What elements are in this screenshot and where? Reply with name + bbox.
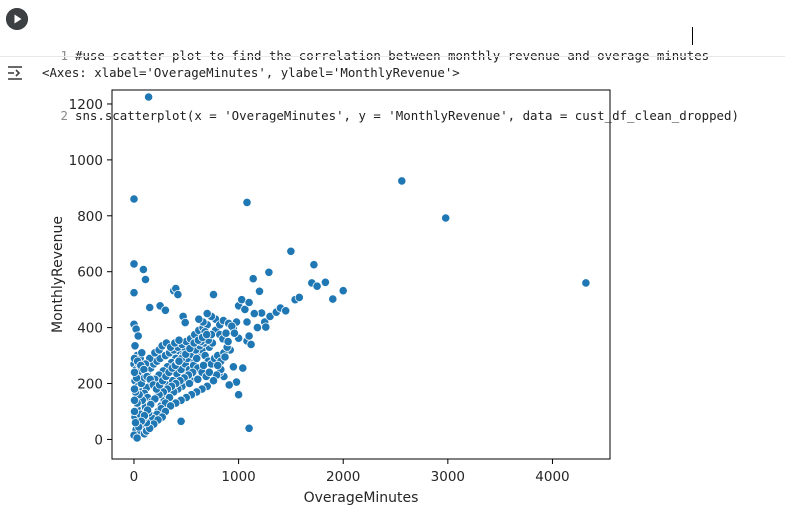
code-line-2: 2 sns.scatterplot(x = 'OverageMinutes', … — [40, 106, 780, 126]
scatter-point — [184, 378, 194, 389]
scatter-point — [254, 286, 265, 296]
scatter-point — [192, 353, 202, 363]
scatter-point — [166, 401, 176, 411]
scatter-point — [129, 288, 139, 298]
x-tick-label: 0 — [130, 469, 139, 485]
scatter-point — [145, 302, 155, 313]
scatter-point — [198, 360, 209, 370]
scatter-point — [208, 290, 219, 300]
scatter-point — [129, 367, 140, 377]
output-repr: <Axes: xlabel='OverageMinutes', ylabel='… — [42, 65, 460, 80]
scatter-point — [129, 395, 140, 405]
scatter-point — [208, 376, 219, 386]
output-toggle-button[interactable] — [6, 64, 26, 82]
scatter-point — [174, 356, 184, 366]
scatter-point — [261, 322, 271, 332]
x-tick-label: 2000 — [326, 469, 360, 485]
y-tick-label: 800 — [77, 209, 103, 225]
scatter-point — [249, 309, 259, 319]
scatter-point — [244, 297, 254, 308]
scatter-point — [130, 341, 140, 351]
scatter-point — [129, 406, 140, 417]
scatter-point — [129, 259, 139, 269]
scatter-point — [281, 306, 291, 316]
scatter-point — [234, 390, 244, 400]
scatter-point — [248, 274, 258, 284]
scatter-point — [265, 311, 275, 321]
scatter-point — [397, 176, 407, 186]
scatter-point — [129, 194, 139, 204]
scatter-point — [223, 337, 233, 347]
scatter-point — [244, 331, 254, 341]
scatter-point — [312, 281, 322, 291]
scatter-point — [264, 267, 274, 277]
scatter-point — [129, 384, 140, 394]
scatter-point — [228, 362, 238, 372]
line-number: 2 — [60, 108, 68, 123]
x-tick-label: 3000 — [431, 469, 465, 485]
scatter-point — [180, 318, 190, 328]
line-number: 1 — [40, 46, 68, 66]
scatter-point — [144, 92, 154, 102]
scatter-point — [238, 363, 248, 373]
run-cell-button[interactable] — [6, 8, 28, 30]
scatter-point — [221, 328, 231, 338]
scatter-point — [240, 304, 250, 314]
play-circle-icon — [6, 8, 28, 30]
y-axis-label: MonthlyRevenue — [50, 216, 66, 333]
scatter-point — [220, 352, 230, 362]
scatter-point — [132, 433, 142, 443]
y-tick-label: 1200 — [69, 97, 103, 113]
scatter-point — [173, 290, 183, 300]
scatter-point — [204, 367, 214, 377]
x-axis-label: OverageMinutes — [304, 490, 419, 506]
axes-frame — [111, 89, 611, 460]
scatter-point — [140, 274, 151, 285]
scatter-point — [242, 197, 252, 208]
code-comment: #use scatter plot to find the correlatio… — [75, 48, 710, 63]
scatter-point — [202, 309, 212, 319]
output-toggle-icon — [8, 66, 22, 80]
scatter-point — [137, 348, 147, 358]
scatter-point — [193, 374, 203, 384]
scatter-point — [242, 317, 252, 327]
text-cursor — [692, 27, 693, 45]
y-tick-label: 0 — [94, 432, 103, 448]
scatter-point — [252, 323, 262, 333]
scatter-point — [213, 360, 223, 370]
scatter-point — [244, 423, 254, 433]
scatter-point — [246, 339, 256, 349]
scatter-plot: 0 200 400 600 800 1000 1200 0 1000 2000 3000 4000 Ov… — [50, 89, 611, 506]
scatter-point — [581, 278, 591, 288]
x-tick-label: 4000 — [535, 469, 569, 485]
scatter-point — [338, 286, 348, 296]
cell-divider — [0, 56, 785, 57]
scatter-point — [194, 314, 204, 324]
scatter-point — [174, 335, 184, 345]
scatter-point — [229, 328, 239, 338]
scatter-point — [133, 331, 143, 341]
scatter-point — [202, 330, 212, 340]
y-tick-label: 600 — [77, 265, 103, 281]
code-line-1: 1 #use scatter plot to find the correlat… — [40, 46, 780, 66]
scatter-point — [441, 213, 451, 223]
code-editor[interactable]: 1 #use scatter plot to find the correlat… — [40, 6, 780, 166]
x-tick-label: 1000 — [221, 469, 255, 485]
scatter-point — [130, 418, 141, 428]
y-tick-label: 400 — [77, 321, 103, 337]
y-tick-label: 200 — [77, 377, 103, 393]
scatter-point — [286, 246, 296, 256]
scatter-point — [138, 264, 149, 275]
y-tick-label: 1000 — [69, 153, 103, 169]
scatter-point — [224, 380, 234, 390]
scatter-point — [320, 277, 330, 287]
scatter-point — [176, 416, 186, 426]
scatter-point — [294, 292, 304, 302]
scatter-point — [328, 294, 338, 304]
scatter-point — [160, 305, 171, 315]
code-statement: sns.scatterplot(x = 'OverageMinutes', y … — [75, 108, 739, 123]
scatter-point — [309, 260, 319, 270]
